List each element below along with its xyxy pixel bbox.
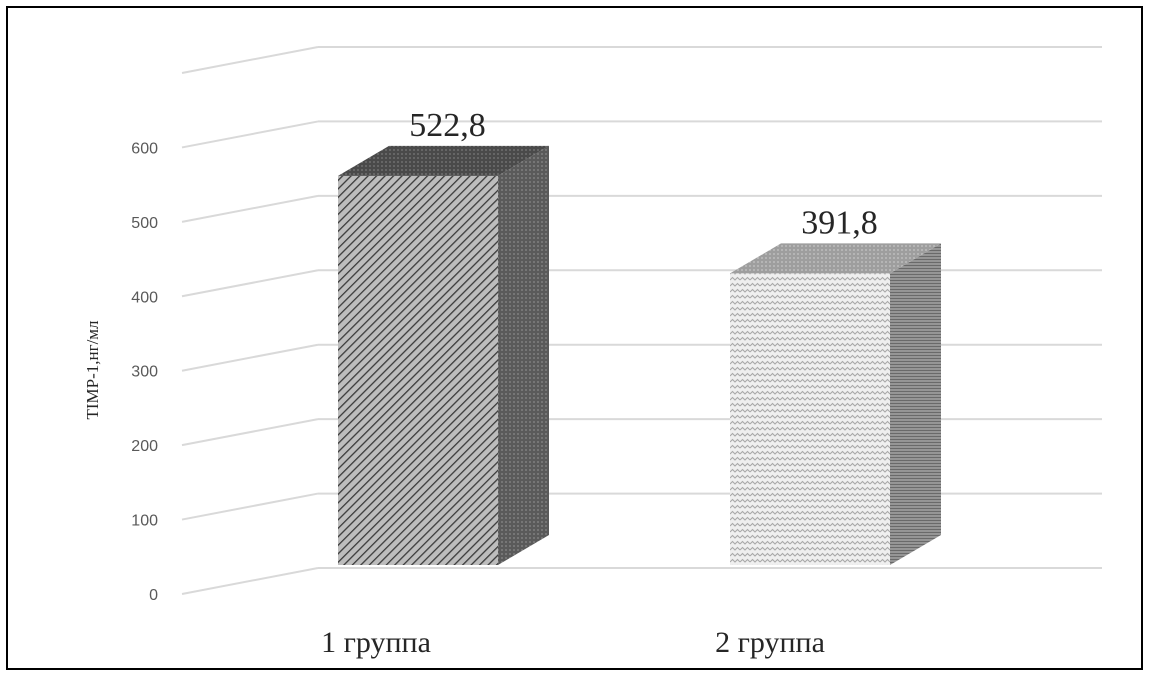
y-tick-label: 500 bbox=[131, 215, 158, 232]
x-category-label: 2 группа bbox=[715, 626, 825, 659]
gridline-diagonal bbox=[181, 492, 319, 521]
y-tick-label: 400 bbox=[131, 289, 158, 306]
data-label: 391,8 bbox=[801, 204, 878, 241]
bar-side bbox=[890, 243, 941, 565]
y-tick-label: 300 bbox=[131, 364, 158, 381]
gridline-diagonal bbox=[181, 418, 319, 447]
bar-1 bbox=[338, 145, 549, 565]
bar-top bbox=[730, 243, 941, 274]
gridline-diagonal bbox=[181, 120, 319, 149]
bar-front bbox=[730, 273, 890, 565]
gridline-diagonal bbox=[181, 46, 319, 74]
gridline-diagonal bbox=[181, 269, 319, 298]
y-tick-label: 600 bbox=[131, 140, 158, 157]
data-labels: 522,8 391,8 bbox=[409, 107, 878, 242]
bar-2 bbox=[730, 243, 941, 565]
gridlines bbox=[181, 46, 1102, 595]
bar-top bbox=[338, 145, 549, 176]
y-tick-label: 100 bbox=[131, 513, 158, 530]
bar-front bbox=[338, 175, 498, 565]
bar-side bbox=[498, 145, 549, 565]
x-category-label: 1 группа bbox=[321, 626, 431, 659]
y-tick-label: 0 bbox=[149, 587, 158, 604]
y-tick-label: 200 bbox=[131, 438, 158, 455]
x-axis-categories: 1 группа 2 группа bbox=[321, 626, 825, 659]
bars bbox=[338, 145, 941, 565]
chart-frame bbox=[6, 6, 1143, 670]
gridline-diagonal bbox=[181, 194, 319, 223]
y-axis-label: TIMP-1,нг/мл bbox=[83, 320, 102, 420]
y-axis-ticks: 0 100 200 300 400 500 600 bbox=[131, 140, 158, 604]
gridline-diagonal bbox=[181, 567, 319, 595]
gridline-diagonal bbox=[181, 343, 319, 372]
data-label: 522,8 bbox=[409, 107, 486, 144]
